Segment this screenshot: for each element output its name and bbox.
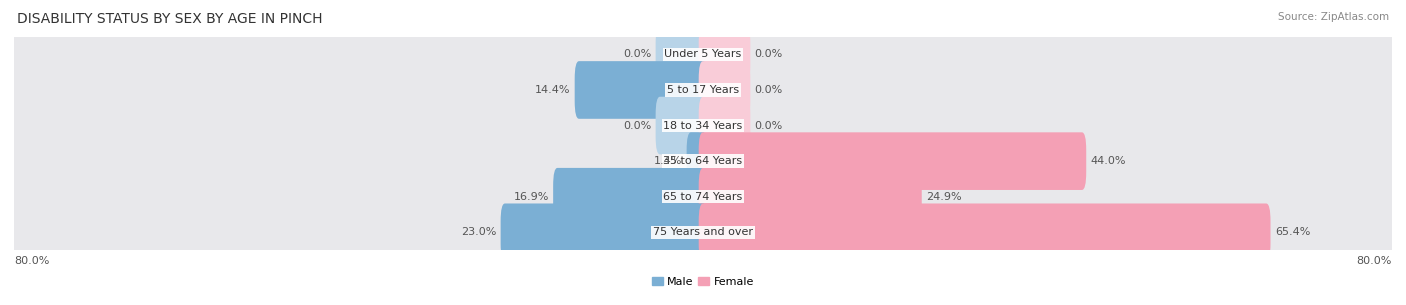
Legend: Male, Female: Male, Female <box>647 272 759 292</box>
FancyBboxPatch shape <box>11 119 1395 203</box>
FancyBboxPatch shape <box>686 132 707 190</box>
FancyBboxPatch shape <box>11 190 1395 274</box>
Text: DISABILITY STATUS BY SEX BY AGE IN PINCH: DISABILITY STATUS BY SEX BY AGE IN PINCH <box>17 12 322 26</box>
Text: 65.4%: 65.4% <box>1275 227 1310 237</box>
Text: 5 to 17 Years: 5 to 17 Years <box>666 85 740 95</box>
Text: 65 to 74 Years: 65 to 74 Years <box>664 192 742 202</box>
FancyBboxPatch shape <box>575 61 707 119</box>
FancyBboxPatch shape <box>699 26 751 83</box>
FancyBboxPatch shape <box>699 132 1087 190</box>
Text: Under 5 Years: Under 5 Years <box>665 49 741 59</box>
Text: 0.0%: 0.0% <box>623 120 651 131</box>
Text: 23.0%: 23.0% <box>461 227 496 237</box>
Text: 0.0%: 0.0% <box>755 49 783 59</box>
Text: 80.0%: 80.0% <box>14 257 49 267</box>
Text: 80.0%: 80.0% <box>1357 257 1392 267</box>
FancyBboxPatch shape <box>699 97 751 154</box>
FancyBboxPatch shape <box>501 203 707 261</box>
FancyBboxPatch shape <box>655 97 707 154</box>
Text: 0.0%: 0.0% <box>623 49 651 59</box>
Text: 14.4%: 14.4% <box>534 85 571 95</box>
FancyBboxPatch shape <box>699 203 1271 261</box>
Text: Source: ZipAtlas.com: Source: ZipAtlas.com <box>1278 12 1389 22</box>
FancyBboxPatch shape <box>11 12 1395 97</box>
FancyBboxPatch shape <box>11 83 1395 168</box>
FancyBboxPatch shape <box>553 168 707 225</box>
Text: 18 to 34 Years: 18 to 34 Years <box>664 120 742 131</box>
FancyBboxPatch shape <box>699 61 751 119</box>
Text: 75 Years and over: 75 Years and over <box>652 227 754 237</box>
Text: 44.0%: 44.0% <box>1091 156 1126 166</box>
FancyBboxPatch shape <box>655 26 707 83</box>
Text: 0.0%: 0.0% <box>755 120 783 131</box>
Text: 35 to 64 Years: 35 to 64 Years <box>664 156 742 166</box>
Text: 24.9%: 24.9% <box>927 192 962 202</box>
Text: 1.4%: 1.4% <box>654 156 682 166</box>
Text: 16.9%: 16.9% <box>513 192 548 202</box>
FancyBboxPatch shape <box>11 154 1395 239</box>
FancyBboxPatch shape <box>699 168 922 225</box>
FancyBboxPatch shape <box>11 48 1395 132</box>
Text: 0.0%: 0.0% <box>755 85 783 95</box>
